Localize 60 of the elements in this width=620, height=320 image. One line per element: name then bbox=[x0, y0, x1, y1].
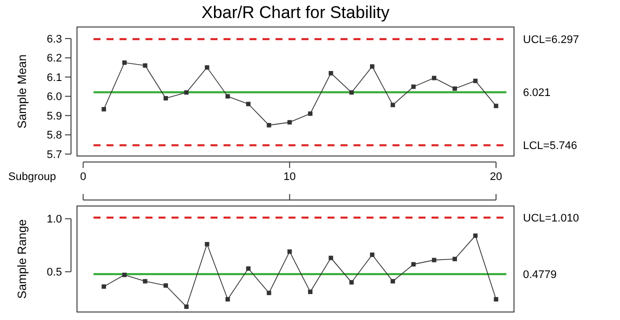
y-tick-label: 5.7 bbox=[46, 148, 62, 161]
point bbox=[122, 272, 127, 278]
point bbox=[164, 283, 168, 288]
point bbox=[494, 297, 498, 302]
point bbox=[452, 86, 457, 91]
ref-line-label: UCL=6.297 bbox=[523, 34, 579, 46]
x-axis-title: Subgroup bbox=[8, 171, 56, 183]
y-tick-label: 6.1 bbox=[46, 72, 62, 84]
point bbox=[494, 104, 498, 108]
chart-title: Xbar/R Chart for Stability bbox=[201, 3, 390, 22]
ref-line-label: 0.4779 bbox=[523, 268, 557, 281]
point bbox=[370, 64, 374, 69]
point bbox=[225, 94, 230, 99]
y-tick-label: 6.3 bbox=[46, 33, 62, 46]
point bbox=[184, 304, 189, 309]
point bbox=[102, 107, 106, 112]
point bbox=[246, 266, 251, 271]
point bbox=[473, 233, 478, 238]
y-tick-label: 6.2 bbox=[46, 52, 62, 65]
point bbox=[102, 284, 106, 289]
point bbox=[142, 279, 148, 284]
y-tick-label: 6.0 bbox=[46, 91, 62, 104]
y-tick-label: 5.8 bbox=[46, 130, 62, 142]
point bbox=[122, 60, 127, 65]
point bbox=[390, 102, 396, 108]
x-tick-label: 0 bbox=[80, 171, 86, 183]
point bbox=[308, 111, 312, 116]
y-tick-label: 1.0 bbox=[46, 214, 62, 226]
y-axis-title: Sample Range bbox=[15, 218, 29, 299]
point bbox=[432, 76, 436, 80]
x-tick-label: 20 bbox=[490, 171, 502, 183]
point bbox=[370, 252, 374, 257]
point bbox=[390, 279, 396, 284]
point bbox=[204, 65, 210, 70]
x-tick-label: 10 bbox=[283, 171, 296, 183]
y-tick-label: 5.9 bbox=[46, 110, 62, 122]
ref-line-label: UCL=1.010 bbox=[523, 212, 579, 225]
point bbox=[204, 242, 210, 246]
y-axis-title: Sample Mean bbox=[15, 54, 29, 129]
ref-line-label: 6.021 bbox=[523, 87, 551, 100]
point bbox=[411, 262, 416, 266]
point bbox=[225, 297, 230, 302]
point bbox=[473, 78, 478, 84]
point bbox=[349, 280, 354, 285]
point bbox=[432, 258, 436, 262]
point bbox=[308, 290, 312, 294]
point bbox=[266, 122, 272, 128]
point bbox=[246, 102, 251, 106]
point bbox=[266, 290, 272, 296]
point bbox=[328, 256, 334, 260]
point bbox=[411, 84, 416, 89]
point bbox=[287, 249, 292, 254]
point bbox=[287, 120, 292, 125]
point bbox=[164, 96, 168, 100]
point bbox=[184, 90, 189, 95]
y-tick-label: 0.5 bbox=[46, 266, 62, 279]
ref-line-label: LCL=5.746 bbox=[523, 140, 578, 152]
point bbox=[452, 256, 457, 262]
point bbox=[142, 63, 148, 68]
point bbox=[328, 71, 334, 76]
